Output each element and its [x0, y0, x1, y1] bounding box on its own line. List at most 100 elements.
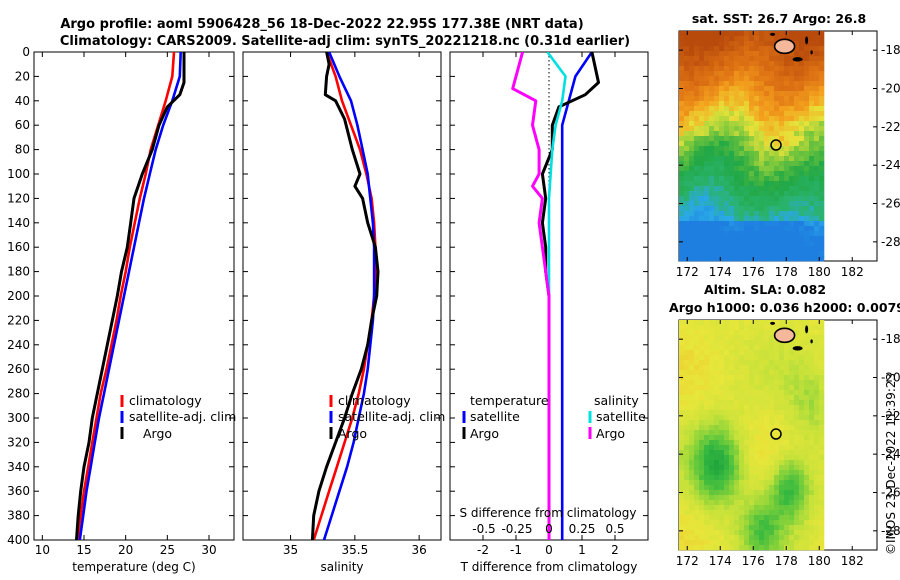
heatmap-cell: [779, 91, 785, 97]
heatmap-cell: [734, 201, 740, 207]
heatmap-cell: [784, 231, 790, 237]
heatmap-cell: [774, 490, 780, 496]
heatmap-cell: [709, 31, 715, 37]
heatmap-cell: [764, 106, 770, 112]
heatmap-cell: [809, 545, 815, 551]
heatmap-cell: [804, 181, 810, 187]
heatmap-cell: [714, 181, 720, 187]
heatmap-cell: [694, 141, 700, 147]
heatmap-cell: [679, 345, 685, 351]
heatmap-cell: [764, 81, 770, 87]
heatmap-cell: [784, 465, 790, 471]
heatmap-cell: [784, 445, 790, 451]
heatmap-cell: [774, 91, 780, 97]
heatmap-cell: [789, 370, 795, 376]
heatmap-cell: [769, 196, 775, 202]
heatmap-cell: [779, 430, 785, 436]
heatmap-cell: [714, 390, 720, 396]
heatmap-cell: [724, 91, 730, 97]
heatmap-cell: [699, 400, 705, 406]
heatmap-cell: [789, 76, 795, 82]
heatmap-cell: [734, 490, 740, 496]
heatmap-cell: [709, 71, 715, 77]
heatmap-cell: [804, 465, 810, 471]
heatmap-cell: [689, 455, 695, 461]
heatmap-cell: [799, 355, 805, 361]
heatmap-cell: [729, 226, 735, 232]
heatmap-cell: [684, 236, 690, 242]
heatmap-cell: [739, 71, 745, 77]
heatmap-cell: [769, 390, 775, 396]
heatmap-cell: [789, 246, 795, 252]
heatmap-cell: [784, 415, 790, 421]
heatmap-cell: [744, 535, 750, 541]
heatmap-cell: [789, 530, 795, 536]
legend-label-satellite: satellite-adj. clim: [338, 409, 445, 424]
heatmap-cell: [749, 370, 755, 376]
heatmap-cell: [689, 206, 695, 212]
heatmap-cell: [784, 355, 790, 361]
heatmap-cell: [809, 365, 815, 371]
heatmap-cell: [719, 111, 725, 117]
heatmap-cell: [749, 106, 755, 112]
heatmap-cell: [779, 106, 785, 112]
heatmap-cell: [724, 126, 730, 132]
heatmap-cell: [704, 350, 710, 356]
heatmap-cell: [814, 246, 820, 252]
heatmap-cell: [699, 455, 705, 461]
heatmap-cell: [729, 256, 735, 262]
heatmap-cell: [699, 81, 705, 87]
heatmap-cell: [749, 181, 755, 187]
heatmap-cell: [739, 171, 745, 177]
heatmap-cell: [709, 241, 715, 247]
heatmap-cell: [679, 196, 685, 202]
heatmap-cell: [709, 161, 715, 167]
heatmap-cell: [729, 101, 735, 107]
heatmap-cell: [769, 480, 775, 486]
heatmap-cell: [754, 505, 760, 511]
y-tick-label: 400: [7, 533, 30, 547]
heatmap-cell: [814, 126, 820, 132]
heatmap-cell: [759, 395, 765, 401]
heatmap-cell: [744, 380, 750, 386]
heatmap-cell: [684, 211, 690, 217]
heatmap-cell: [774, 360, 780, 366]
heatmap-cell: [744, 350, 750, 356]
heatmap-cell: [729, 325, 735, 331]
heatmap-cell: [759, 455, 765, 461]
heatmap-cell: [764, 485, 770, 491]
heatmap-cell: [729, 485, 735, 491]
heatmap-cell: [714, 236, 720, 242]
heatmap-cell: [814, 201, 820, 207]
heatmap-cell: [719, 420, 725, 426]
heatmap-cell: [819, 415, 825, 421]
heatmap-cell: [754, 325, 760, 331]
heatmap-cell: [684, 216, 690, 222]
series-line-satellite-adj-clim: [322, 52, 376, 540]
heatmap-cell: [699, 380, 705, 386]
heatmap-cell: [694, 206, 700, 212]
heatmap-cell: [794, 186, 800, 192]
heatmap-cell: [714, 81, 720, 87]
heatmap-cell: [744, 400, 750, 406]
heatmap-cell: [794, 126, 800, 132]
legend-label-t-argo: Argo: [470, 426, 499, 441]
heatmap-cell: [724, 320, 730, 326]
heatmap-cell: [789, 495, 795, 501]
heatmap-cell: [789, 231, 795, 237]
map-x-tick-label: 182: [841, 554, 864, 568]
heatmap-cell: [804, 370, 810, 376]
heatmap-cell: [724, 206, 730, 212]
heatmap-cell: [779, 246, 785, 252]
heatmap-cell: [799, 540, 805, 546]
heatmap-cell: [754, 515, 760, 521]
heatmap-cell: [819, 46, 825, 52]
heatmap-cell: [719, 345, 725, 351]
heatmap-cell: [759, 31, 765, 37]
heatmap-cell: [704, 166, 710, 172]
heatmap-cell: [734, 325, 740, 331]
heatmap-cell: [769, 91, 775, 97]
heatmap-cell: [799, 181, 805, 187]
heatmap-cell: [789, 66, 795, 72]
heatmap-cell: [769, 251, 775, 257]
